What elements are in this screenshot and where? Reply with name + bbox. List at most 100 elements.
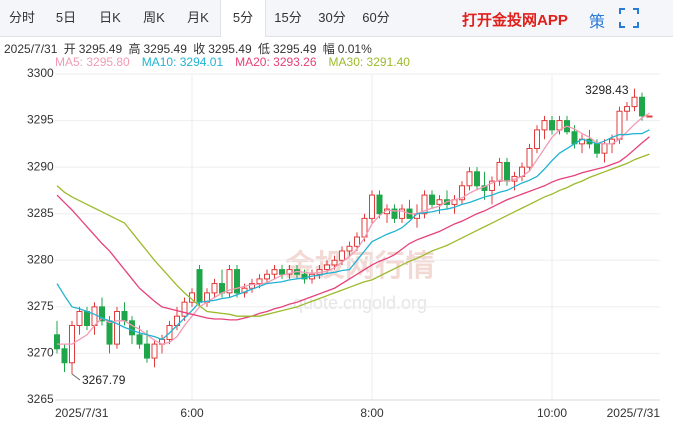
candle-body: [264, 273, 270, 280]
candle-body: [526, 148, 533, 168]
candle-body: [114, 311, 120, 345]
label: 收: [193, 42, 206, 56]
candle-body: [376, 194, 383, 215]
ma-line: [57, 112, 650, 345]
tab[interactable]: 月K: [187, 10, 209, 25]
legend-entry: MA20: 3293.26: [235, 55, 317, 69]
candle-body: [489, 180, 495, 191]
candle-body: [496, 161, 503, 182]
candle-body: [399, 208, 405, 219]
candle-body: [346, 245, 353, 252]
ma-line: [56, 153, 650, 317]
candle-body: [594, 143, 600, 154]
tab[interactable]: 30分: [318, 10, 346, 25]
ma-line: [56, 129, 650, 341]
tab[interactable]: 5分: [220, 0, 266, 37]
candle-body: [271, 269, 278, 275]
y-tick-label: 3265: [27, 392, 54, 406]
candle-body: [421, 194, 428, 215]
candle-body: [121, 311, 128, 322]
tab[interactable]: 日K: [99, 10, 121, 25]
min-label: 3267.79: [82, 373, 126, 387]
label: 高: [128, 42, 141, 56]
tab[interactable]: 分时: [8, 10, 35, 25]
watermark: quote.cngold.org: [293, 293, 427, 313]
label: 低: [257, 42, 270, 56]
candle-body: [54, 334, 60, 350]
y-tick-label: 3300: [27, 66, 54, 80]
candle-body: [624, 106, 630, 112]
value: 0.01%: [337, 42, 372, 56]
candle-body: [91, 306, 98, 326]
chart: 金投网行情 quote.cngold.org 32653270327532803…: [27, 66, 661, 420]
candle-body: [331, 259, 338, 266]
candle-body: [211, 283, 218, 294]
candle-body: [219, 283, 225, 294]
ohlc-info: 2025/7/31 开 3295.49 高 3295.49 收 3295.49 低 32…: [4, 40, 375, 57]
candle-body: [256, 278, 263, 285]
candle-body: [129, 320, 135, 336]
candle-body: [504, 161, 510, 182]
value: 3295.49: [78, 42, 123, 56]
candle-body: [354, 236, 360, 247]
candle-body: [391, 208, 398, 219]
candle-body: [151, 343, 158, 359]
y-tick-label: 3285: [27, 206, 54, 220]
candle-body: [301, 273, 308, 280]
candle-body: [534, 129, 540, 150]
x-tick-label: 8:00: [360, 406, 384, 420]
candle-body: [369, 194, 375, 219]
y-tick-label: 3290: [27, 159, 54, 173]
candle-body: [84, 311, 90, 326]
app-link[interactable]: 打开金投网APP: [462, 12, 568, 29]
y-tick-label: 3270: [27, 346, 54, 360]
x-tick-label: 10:00: [537, 406, 567, 420]
candle-body: [234, 269, 240, 294]
candle-body: [436, 199, 443, 205]
candle-body: [249, 283, 255, 289]
x-tick-label: 2025/7/31: [607, 406, 661, 420]
legend-entry: MA5: 3295.80: [55, 55, 130, 69]
candle-body: [549, 120, 555, 131]
legend-entry: MA30: 3291.40: [328, 55, 410, 69]
y-tick-label: 3275: [27, 299, 54, 313]
value: 3295.49: [208, 42, 252, 56]
fullscreen-icon[interactable]: [619, 8, 639, 28]
candle-body: [61, 348, 68, 364]
tab-bar: 分时 5日 日K 周K 月K 5分 15分 30分 60分: [0, 0, 673, 37]
candle-body: [196, 269, 203, 303]
candle-body: [76, 311, 83, 326]
candle-body: [181, 301, 188, 317]
legend-entry: MA10: 3294.01: [141, 55, 224, 69]
tab[interactable]: 60分: [362, 10, 390, 25]
tab[interactable]: 周K: [143, 10, 165, 25]
candle-body: [324, 264, 330, 271]
y-tick-label: 3280: [27, 252, 54, 266]
candle-body: [601, 143, 608, 154]
tab[interactable]: 5日: [55, 10, 77, 25]
candle-body: [639, 96, 645, 117]
max-label: 3298.43: [585, 83, 629, 97]
candle-body: [541, 120, 548, 131]
date: 2025/7/31: [4, 42, 58, 56]
tab[interactable]: 15分: [274, 10, 302, 25]
candle-body: [429, 194, 435, 205]
ma-line: [56, 136, 650, 321]
candle-body: [466, 171, 473, 187]
candle-body: [106, 320, 113, 345]
value: 3295.49: [273, 42, 317, 56]
candle-body: [279, 269, 285, 275]
candle-body: [646, 115, 653, 118]
label: 幅: [322, 42, 335, 56]
candle-body: [474, 171, 480, 187]
candle-body: [144, 343, 150, 359]
candle-body: [631, 96, 638, 108]
candle-body: [99, 306, 105, 322]
legend: MA5: 3295.80 MA10: 3294.01 MA20: 3293.26 MA…: [55, 55, 422, 69]
strategy-button[interactable]: 策: [589, 14, 606, 31]
label: 开: [63, 42, 76, 56]
candle-body: [286, 269, 293, 275]
value: 3295.49: [143, 42, 187, 56]
candle-body: [339, 250, 345, 261]
